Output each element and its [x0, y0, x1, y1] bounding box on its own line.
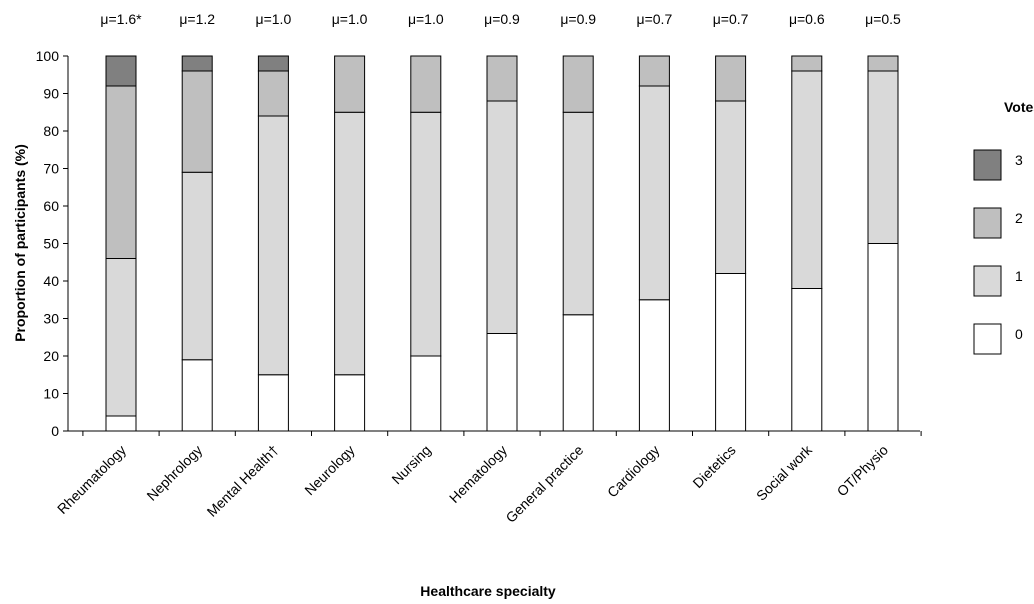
mean-label: μ=0.5 [865, 11, 901, 27]
x-tick-label: Nursing [388, 442, 433, 487]
bar-segment-1 [105, 258, 137, 417]
bar-stack [562, 55, 594, 432]
legend-swatch-2 [973, 207, 1002, 239]
bar-segment-2 [715, 55, 747, 102]
bar-segment-1 [867, 70, 899, 244]
bar-segment-1 [181, 171, 213, 361]
mean-label: μ=0.9 [560, 11, 596, 27]
bar-segment-0 [410, 355, 442, 432]
x-tick-label: Social work [753, 441, 816, 504]
y-axis-title: Proportion of participants (%) [12, 144, 28, 342]
bar-stack [638, 55, 670, 432]
legend-label: 3 [1015, 152, 1023, 168]
y-tick-label: 70 [43, 161, 59, 177]
x-tick-label: Dietetics [689, 442, 738, 491]
bar-stack [257, 55, 289, 432]
bar-segment-2 [486, 55, 518, 102]
y-tick-label: 30 [43, 311, 59, 327]
bar-segment-0 [334, 374, 366, 432]
mean-labels: μ=1.6* μ=1.2 μ=1.0 μ=1.0 μ=1.0 μ=0.9 μ=0.9 μ=0.… [100, 11, 901, 27]
bar-segment-1 [715, 100, 747, 274]
legend-label: 0 [1015, 326, 1023, 342]
x-tick-label: Hematology [446, 442, 510, 506]
legend-label: 2 [1015, 210, 1023, 226]
bar-stack [105, 55, 137, 432]
y-axis: 0 10 20 30 40 50 60 70 80 90 100 [36, 48, 69, 439]
bar-segment-3 [105, 55, 137, 87]
bar-segment-2 [638, 55, 670, 87]
x-tick-label: Neurology [301, 442, 357, 498]
bar-segment-2 [334, 55, 366, 113]
mean-label: μ=0.7 [713, 11, 749, 27]
bar-segment-0 [181, 359, 213, 432]
x-tick-label: General practice [502, 442, 586, 526]
bar-stack [791, 55, 823, 432]
mean-label: μ=1.0 [408, 11, 444, 27]
y-tick-label: 40 [43, 273, 59, 289]
bar-segment-1 [257, 115, 289, 376]
x-tick-label: OT/Physio [834, 442, 892, 500]
x-tick-label: Rheumatology [54, 442, 129, 517]
bar-stack [334, 55, 366, 432]
bar-segment-0 [105, 415, 137, 432]
bar-segment-1 [486, 100, 518, 334]
legend-swatch-0 [973, 323, 1002, 355]
x-tick-label: Mental Health† [204, 442, 282, 520]
bar-segment-1 [562, 111, 594, 316]
bar-stack [181, 55, 213, 432]
bar-segment-0 [562, 314, 594, 432]
legend-swatch-3 [973, 149, 1002, 181]
bar-segment-2 [791, 55, 823, 72]
bar-segment-3 [257, 55, 289, 72]
bar-segment-0 [257, 374, 289, 432]
y-tick-label: 10 [43, 386, 59, 402]
mean-label: μ=1.0 [256, 11, 292, 27]
y-tick-label: 90 [43, 86, 59, 102]
bar-stack [715, 55, 747, 432]
bar-segment-0 [715, 273, 747, 432]
bar-segment-1 [410, 111, 442, 357]
mean-label: μ=0.9 [484, 11, 520, 27]
bar-segment-2 [257, 70, 289, 117]
mean-label: μ=0.7 [637, 11, 673, 27]
legend: Votes 3 2 1 0 [973, 99, 1034, 355]
mean-label: μ=0.6 [789, 11, 825, 27]
mean-label: μ=1.6* [100, 11, 142, 27]
y-tick-label: 100 [36, 48, 60, 64]
bar-stack [867, 55, 899, 432]
bar-segment-3 [181, 55, 213, 72]
x-tick-label: Cardiology [604, 442, 663, 501]
bars [105, 55, 899, 432]
mean-label: μ=1.2 [179, 11, 215, 27]
y-tick-label: 20 [43, 348, 59, 364]
bar-segment-2 [105, 85, 137, 259]
bar-segment-1 [791, 70, 823, 289]
bar-segment-1 [334, 111, 366, 376]
bar-segment-2 [410, 55, 442, 113]
legend-swatch-1 [973, 265, 1002, 297]
bar-segment-2 [867, 55, 899, 72]
y-tick-label: 60 [43, 198, 59, 214]
legend-title: Votes [1004, 99, 1034, 115]
y-tick-label: 50 [43, 236, 59, 252]
bar-segment-0 [638, 299, 670, 432]
legend-label: 1 [1015, 268, 1023, 284]
x-tick-label: Nephrology [143, 442, 205, 504]
bar-segment-0 [867, 243, 899, 432]
bar-stack [410, 55, 442, 432]
bar-segment-0 [791, 288, 823, 432]
bar-segment-2 [181, 70, 213, 173]
y-tick-label: 0 [51, 423, 59, 439]
bar-segment-0 [486, 333, 518, 432]
bar-stack [486, 55, 518, 432]
mean-label: μ=1.0 [332, 11, 368, 27]
x-axis-title: Healthcare specialty [420, 583, 556, 599]
bar-segment-2 [562, 55, 594, 113]
y-tick-label: 80 [43, 123, 59, 139]
bar-segment-1 [638, 85, 670, 301]
